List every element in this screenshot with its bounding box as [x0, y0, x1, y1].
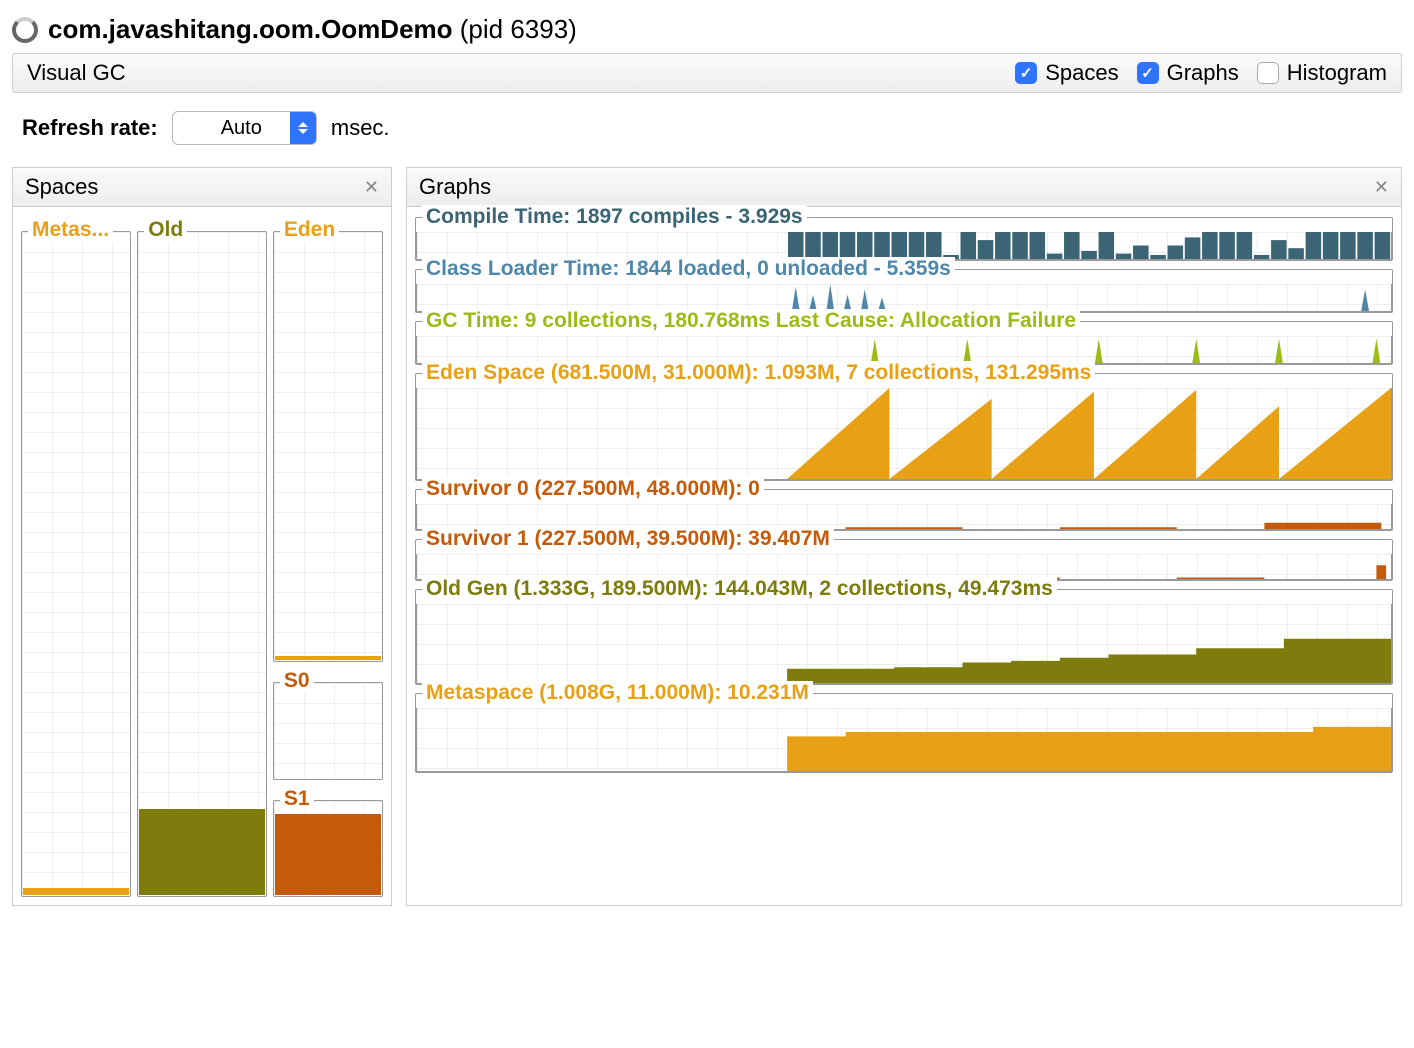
space-eden: Eden	[273, 231, 383, 662]
graph-compile-title: Compile Time: 1897 compiles - 3.929s	[422, 205, 807, 229]
graph-compile: Compile Time: 1897 compiles - 3.929s	[415, 217, 1393, 261]
space-eden-label: Eden	[280, 218, 339, 242]
space-old-label: Old	[144, 218, 187, 242]
graph-classloader-title: Class Loader Time: 1844 loaded, 0 unload…	[422, 257, 955, 281]
app-pid: (pid 6393)	[460, 14, 577, 45]
space-s1-label: S1	[280, 787, 314, 811]
refresh-select[interactable]: Auto	[172, 111, 317, 145]
tab-visual-gc[interactable]: Visual GC	[27, 60, 1015, 86]
check-icon: ✓	[1015, 62, 1037, 84]
graph-classloader: Class Loader Time: 1844 loaded, 0 unload…	[415, 269, 1393, 313]
graph-surv0-title: Survivor 0 (227.500M, 48.000M): 0	[422, 477, 764, 501]
graph-eden-title: Eden Space (681.500M, 31.000M): 1.093M, …	[422, 361, 1095, 385]
spaces-panel: Spaces ✕ Metas... Old	[12, 167, 392, 906]
graphs-panel: Graphs ✕ Compile Time: 1897 compiles - 3…	[406, 167, 1402, 906]
checkbox-graphs[interactable]: ✓ Graphs	[1137, 60, 1239, 86]
refresh-label: Refresh rate:	[22, 115, 158, 141]
app-title: com.javashitang.oom.OomDemo	[48, 14, 453, 45]
graph-oldgen: Old Gen (1.333G, 189.500M): 144.043M, 2 …	[415, 589, 1393, 685]
app-icon	[12, 17, 38, 43]
close-icon[interactable]: ✕	[1374, 177, 1389, 198]
checkbox-spaces[interactable]: ✓ Spaces	[1015, 60, 1118, 86]
refresh-row: Refresh rate: Auto msec.	[12, 93, 1402, 167]
checkbox-graphs-label: Graphs	[1167, 60, 1239, 86]
graph-oldgen-title: Old Gen (1.333G, 189.500M): 144.043M, 2 …	[422, 577, 1057, 601]
graph-metaspace: Metaspace (1.008G, 11.000M): 10.231M	[415, 693, 1393, 773]
graph-metaspace-title: Metaspace (1.008G, 11.000M): 10.231M	[422, 681, 813, 705]
space-metaspace-label: Metas...	[28, 218, 113, 242]
graphs-panel-title: Graphs	[419, 174, 491, 200]
graph-eden: Eden Space (681.500M, 31.000M): 1.093M, …	[415, 373, 1393, 481]
check-icon	[1257, 62, 1279, 84]
close-icon[interactable]: ✕	[364, 177, 379, 198]
graph-surv1: Survivor 1 (227.500M, 39.500M): 39.407M	[415, 539, 1393, 581]
checkbox-spaces-label: Spaces	[1045, 60, 1118, 86]
graph-surv1-title: Survivor 1 (227.500M, 39.500M): 39.407M	[422, 527, 834, 551]
refresh-value: Auto	[173, 117, 290, 140]
titlebar: com.javashitang.oom.OomDemo (pid 6393)	[12, 10, 1402, 53]
graph-gc: GC Time: 9 collections, 180.768ms Last C…	[415, 321, 1393, 365]
checkbox-histogram[interactable]: Histogram	[1257, 60, 1387, 86]
toolbar: Visual GC ✓ Spaces ✓ Graphs Histogram	[12, 53, 1402, 93]
space-metaspace: Metas...	[21, 231, 131, 897]
space-old: Old	[137, 231, 267, 897]
graph-surv0: Survivor 0 (227.500M, 48.000M): 0	[415, 489, 1393, 531]
space-s0-label: S0	[280, 669, 314, 693]
checkbox-histogram-label: Histogram	[1287, 60, 1387, 86]
space-s1: S1	[273, 800, 383, 897]
select-stepper-icon	[290, 112, 316, 144]
spaces-panel-title: Spaces	[25, 174, 98, 200]
refresh-unit: msec.	[331, 115, 390, 141]
graph-gc-title: GC Time: 9 collections, 180.768ms Last C…	[422, 309, 1080, 333]
space-s0: S0	[273, 682, 383, 779]
check-icon: ✓	[1137, 62, 1159, 84]
